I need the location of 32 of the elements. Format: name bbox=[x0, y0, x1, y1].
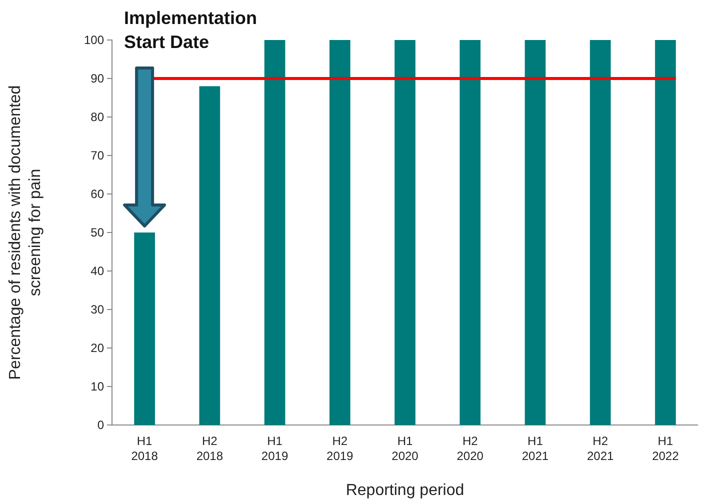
y-tick-label: 90 bbox=[90, 71, 104, 86]
bar bbox=[134, 232, 155, 425]
bar bbox=[524, 40, 546, 425]
bar bbox=[460, 40, 481, 425]
y-tick-label: 0 bbox=[97, 418, 104, 432]
y-tick-label: 60 bbox=[90, 186, 104, 201]
bar bbox=[264, 40, 286, 425]
x-tick-label: H1 2018 bbox=[131, 434, 158, 463]
y-tick-label: 10 bbox=[90, 379, 104, 394]
annotation: Implementation Start Date bbox=[124, 8, 258, 52]
x-tick-label: H1 2020 bbox=[392, 434, 419, 463]
x-tick-label: H1 2021 bbox=[522, 434, 549, 463]
y-tick-label: 50 bbox=[90, 225, 104, 240]
bar bbox=[655, 40, 676, 425]
bar bbox=[199, 86, 220, 425]
y-tick-label: 40 bbox=[90, 264, 104, 278]
x-axis-title: Reporting period bbox=[346, 482, 464, 499]
bar bbox=[590, 40, 611, 425]
bar bbox=[394, 40, 416, 425]
x-tick-label: H2 2018 bbox=[196, 434, 224, 463]
bar bbox=[329, 40, 350, 425]
y-tick-label: 100 bbox=[84, 32, 104, 47]
x-tick-label: H1 2019 bbox=[261, 434, 288, 463]
x-tick-label: H2 2020 bbox=[456, 434, 484, 463]
y-tick-label: 30 bbox=[90, 302, 104, 316]
x-tick-label: H1 2022 bbox=[652, 434, 680, 463]
y-tick-label: 80 bbox=[90, 110, 104, 124]
y-axis-title: Percentage of residents with documented screening for pain bbox=[7, 85, 44, 380]
x-tick-label: H2 2021 bbox=[586, 434, 614, 463]
x-tick-label: H2 2019 bbox=[326, 434, 354, 463]
y-tick-label: 20 bbox=[90, 340, 104, 355]
y-tick-label: 70 bbox=[90, 148, 104, 162]
